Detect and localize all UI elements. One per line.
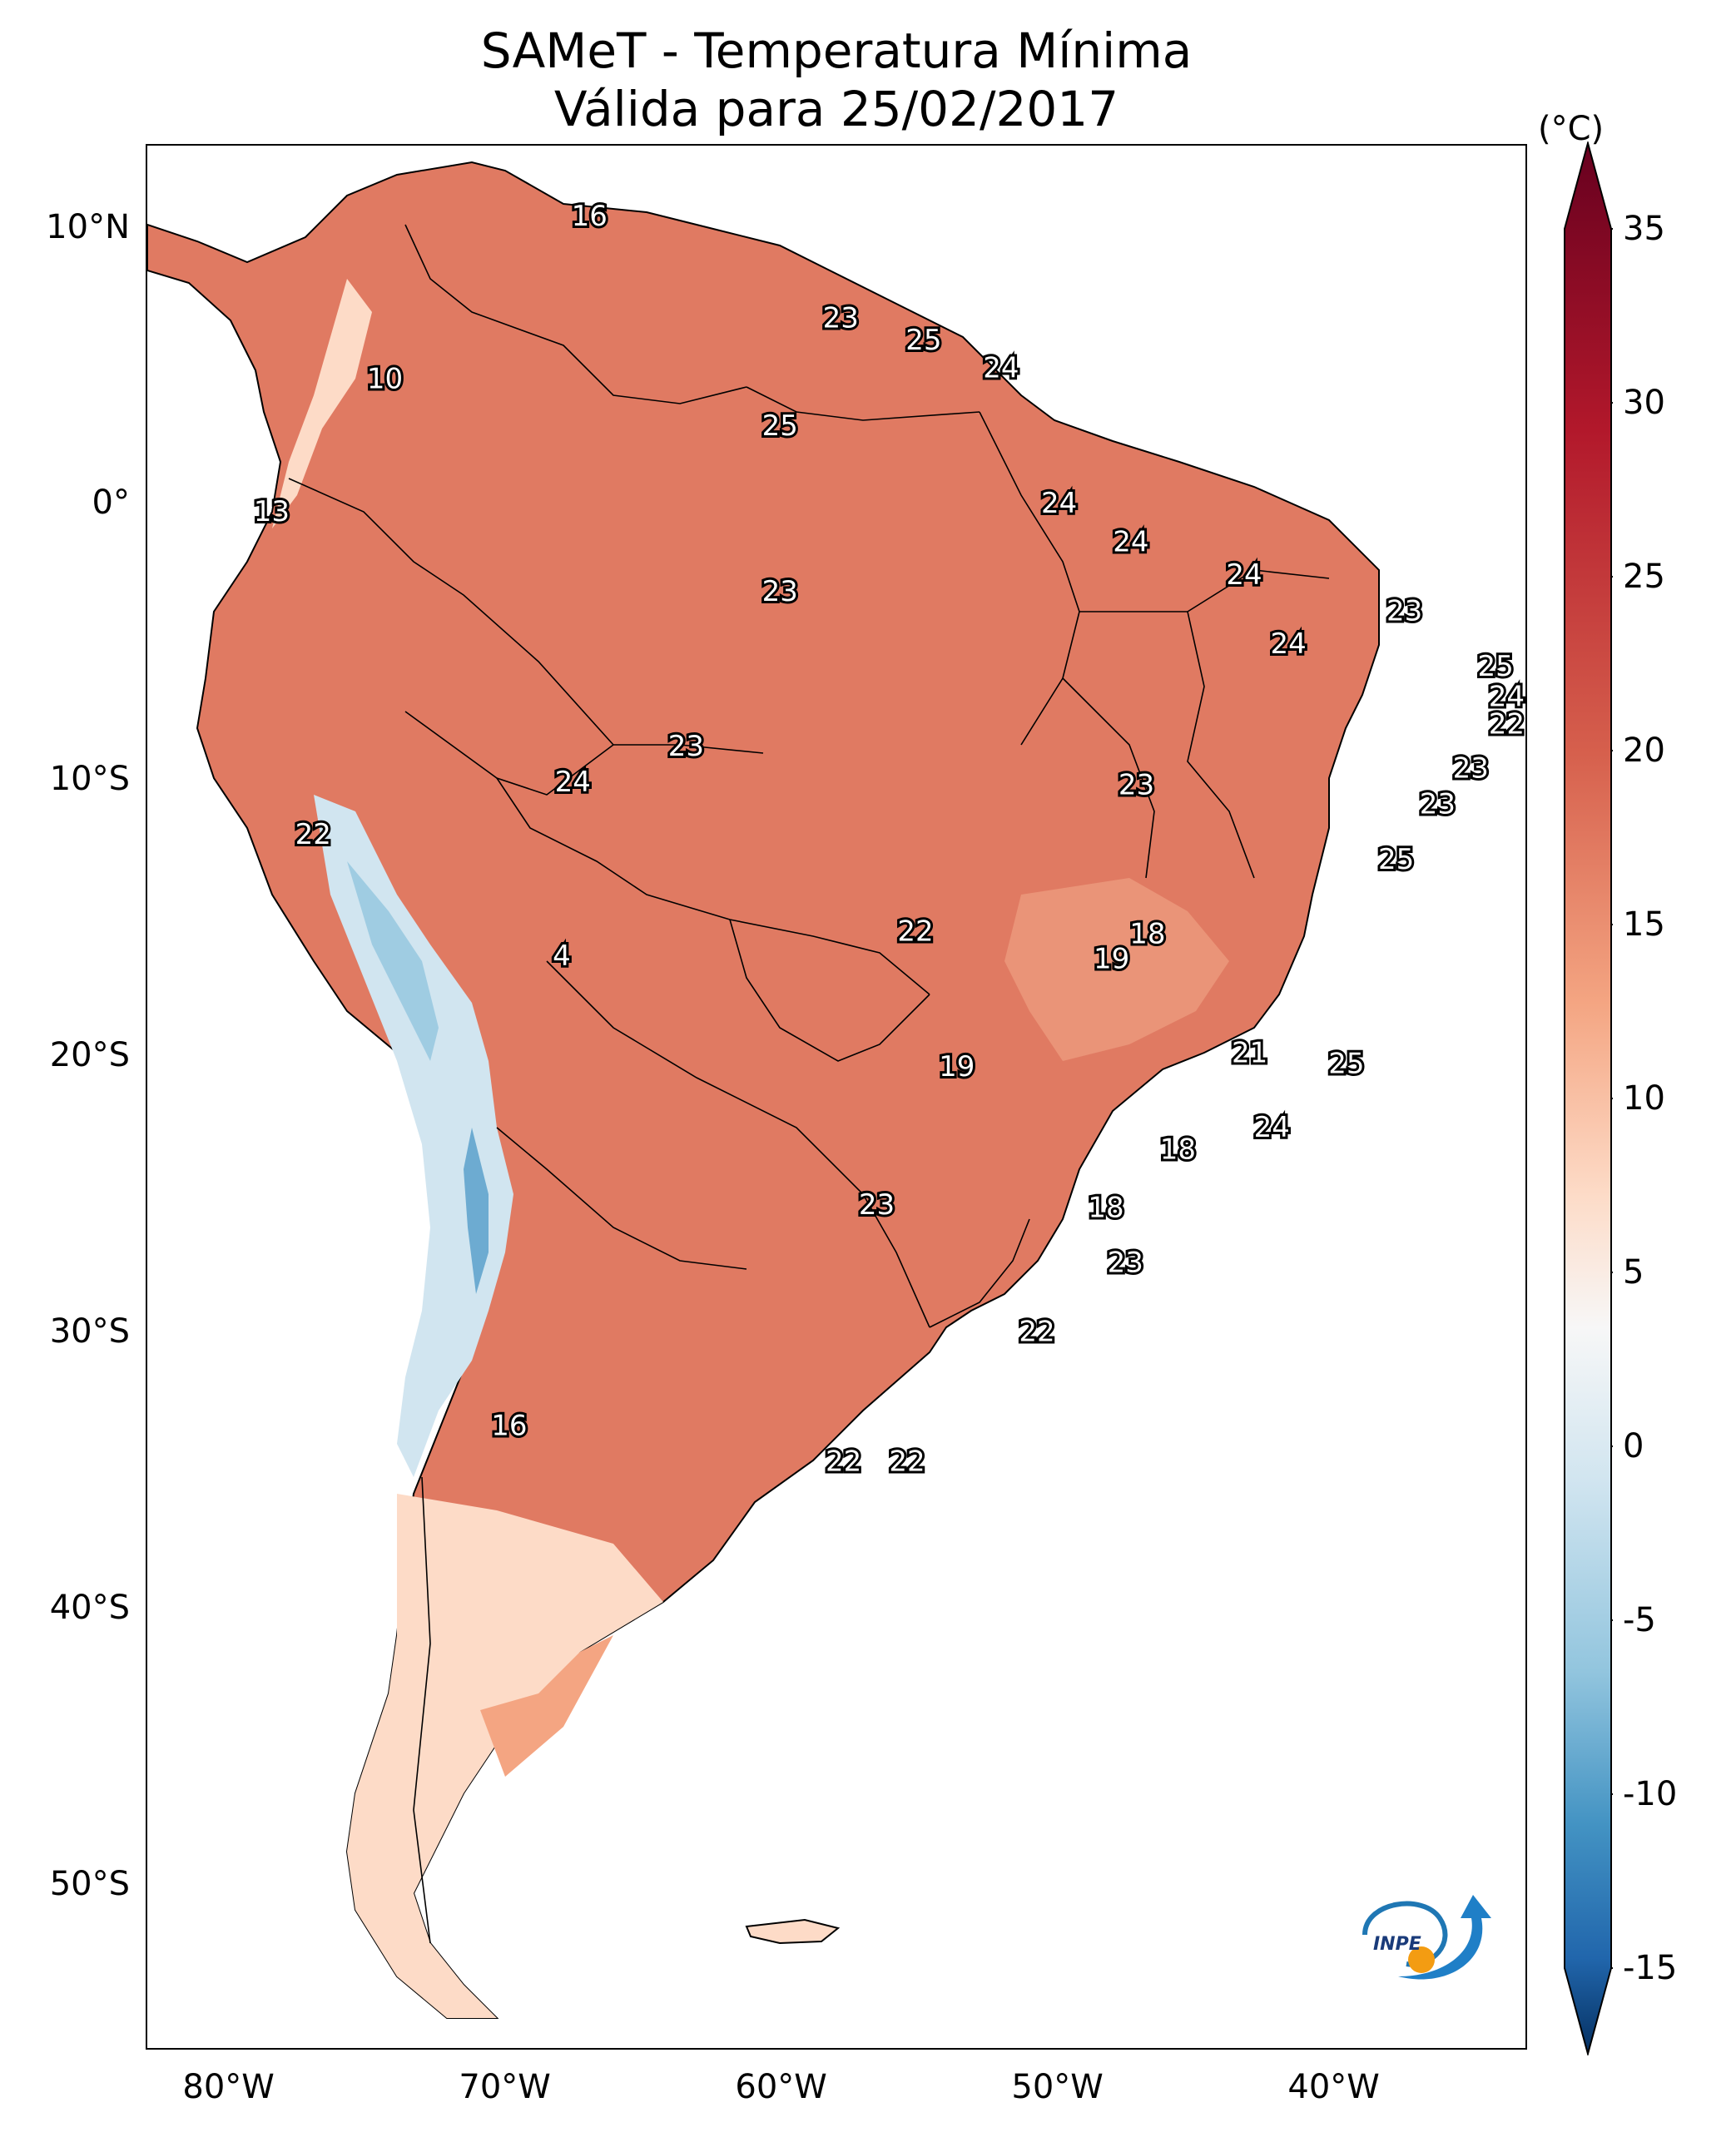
colorbar-tick-label: -15 (1623, 1949, 1678, 1987)
latitude-tick-label: 30°S (49, 1312, 130, 1351)
temperature-label: 22 (1019, 1316, 1054, 1349)
logo-arrow (1398, 1895, 1491, 1980)
temperature-label: 18 (1129, 918, 1165, 951)
temperature-label: 22 (889, 1445, 925, 1479)
colorbar-tick-label: 10 (1623, 1079, 1665, 1118)
andes-cold-strip (464, 1128, 489, 1294)
temperature-label: 16 (572, 200, 608, 233)
temperature-label: 22 (1489, 707, 1525, 741)
colorbar-tick-label: 35 (1623, 210, 1665, 248)
temperature-label: 16 (491, 1409, 527, 1442)
latitude-tick-label: 50°S (49, 1864, 130, 1903)
temperature-label: 23 (1118, 768, 1154, 801)
andes-cold-region (314, 795, 513, 1477)
temperature-label: 24 (1041, 487, 1077, 520)
temperature-label: 24 (1113, 525, 1148, 558)
temperature-label: 25 (1378, 843, 1414, 876)
latitude-tick-label: 40°S (49, 1588, 130, 1627)
temperature-label: 18 (1160, 1133, 1196, 1167)
colorbar-tick-label: 20 (1623, 731, 1665, 770)
longitude-tick-label: 60°W (735, 2068, 827, 2106)
longitude-tick-label: 40°W (1287, 2068, 1380, 2106)
temperature-label: 24 (1226, 558, 1262, 592)
colorbar-tick-label: 25 (1623, 558, 1665, 596)
logo-text: INPE (1373, 1934, 1421, 1955)
northwest-colombia-cold-spot (272, 279, 372, 528)
falkland-islands (745, 1918, 841, 1945)
altiplano-cold-region (347, 861, 439, 1061)
temperature-label: 25 (1478, 650, 1514, 683)
temperature-label: 23 (1453, 752, 1489, 786)
colorbar-tick-label: -5 (1623, 1601, 1656, 1639)
latitude-tick-label: 10°S (49, 760, 130, 799)
colorbar-tick-label: 5 (1623, 1253, 1644, 1292)
longitude-tick-label: 70°W (459, 2068, 551, 2106)
temperature-label: 22 (897, 915, 933, 948)
colorbar-tick-label: 30 (1623, 384, 1665, 422)
map-frame: 16 23 25 24 10 25 24 13 24 24 23 23 24 25 24 22 23 23 24 23… (146, 144, 1527, 2050)
temperature-label: 19 (1094, 943, 1129, 976)
map-subtitle: Válida para 25/02/2017 (553, 81, 1119, 137)
map-title: SAMeT - Temperatura Mínima (480, 22, 1193, 79)
temperature-label: 24 (555, 766, 591, 799)
temperature-label: 23 (668, 730, 704, 763)
temperature-label: 23 (1420, 788, 1456, 821)
colorbar-gradient (1564, 141, 1612, 2055)
colorbar-tick-marks (1611, 228, 1613, 1969)
colorbar (1564, 141, 1613, 2055)
temperature-label: 23 (823, 302, 859, 335)
southeast-brazil-mild-region (1004, 878, 1229, 1061)
temperature-label: 25 (1328, 1048, 1364, 1081)
temperature-label: 25 (905, 324, 941, 357)
latitude-tick-label: 10°N (46, 207, 130, 246)
longitude-tick-label: 50°W (1011, 2068, 1104, 2106)
temperature-label: 24 (1254, 1111, 1290, 1144)
latitude-tick-label: 20°S (49, 1036, 130, 1075)
temperature-label: 23 (859, 1188, 895, 1222)
temperature-label: 24 (983, 351, 1019, 384)
temperature-label: 10 (367, 363, 403, 396)
temperature-label: 23 (762, 575, 798, 608)
colorbar-unit: (°C) (1538, 110, 1605, 148)
logo-dot (1408, 1946, 1435, 1973)
temperature-label: 24 (1489, 680, 1525, 713)
temperature-label: 18 (1088, 1191, 1123, 1224)
patagonia-warm-patch (480, 1635, 613, 1777)
latitude-tick-label: 0° (92, 483, 130, 523)
temperature-label: 23 (1386, 594, 1422, 627)
temperature-label: 13 (254, 495, 290, 528)
temperature-label: 4 (553, 940, 571, 973)
temperature-label: 23 (1108, 1247, 1143, 1280)
colorbar-tick-label: 15 (1623, 905, 1665, 944)
temperature-label: 21 (1232, 1036, 1267, 1069)
country-borders (288, 224, 1330, 1944)
colorbar-tick-label: -10 (1623, 1775, 1678, 1813)
inpe-logo-icon: INPE (1362, 1895, 1491, 1980)
colorbar-tick-label: 0 (1623, 1427, 1644, 1465)
patagonia-mild-region (347, 1494, 663, 2018)
temperature-label: 25 (762, 409, 798, 443)
temperature-label: 22 (826, 1445, 861, 1479)
temperature-label: 22 (295, 818, 331, 851)
temperature-label: 19 (939, 1050, 975, 1083)
temperature-label: 24 (1271, 627, 1307, 661)
longitude-tick-label: 80°W (182, 2068, 275, 2106)
